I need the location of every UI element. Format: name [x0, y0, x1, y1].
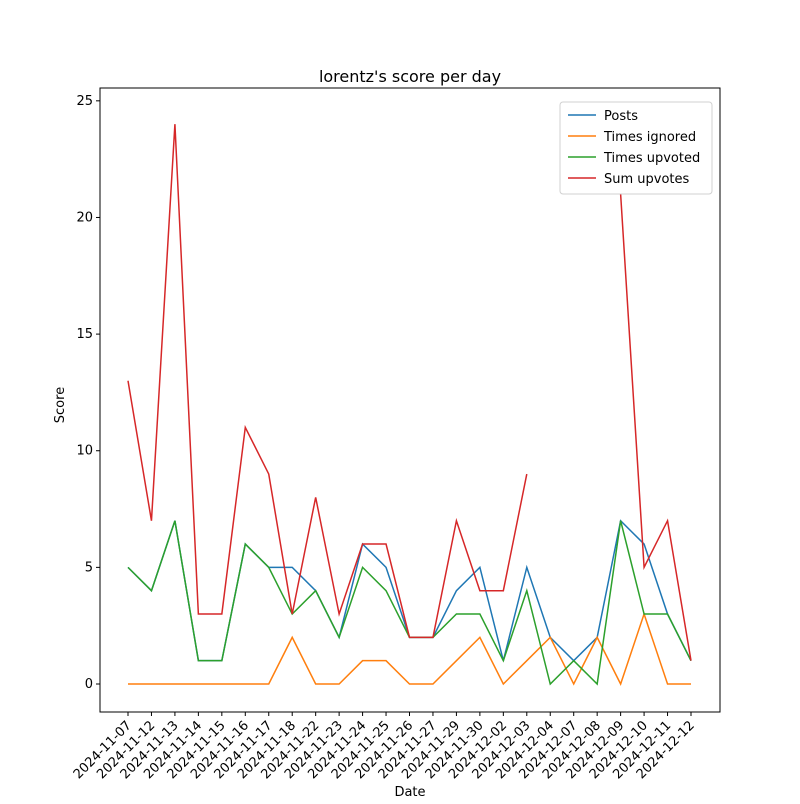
series-line	[127, 519, 692, 662]
x-axis-label: Date	[394, 785, 425, 800]
y-tick-label: 0	[85, 677, 93, 692]
series-line	[127, 124, 692, 661]
y-tick-label: 5	[85, 560, 93, 575]
y-tick-label: 20	[76, 210, 93, 225]
legend-label: Times upvoted	[603, 151, 700, 166]
legend-label: Sum upvotes	[604, 172, 690, 187]
chart-title: lorentz's score per day	[319, 67, 501, 86]
series-line	[128, 611, 691, 686]
y-tick-label: 10	[76, 444, 93, 459]
y-axis-label: Score	[53, 387, 68, 423]
legend-box	[559, 101, 713, 195]
legend-label: Posts	[604, 109, 638, 124]
y-tick-label: 15	[76, 327, 93, 342]
legend-label: Times ignored	[603, 130, 696, 145]
y-tick-label: 25	[76, 94, 93, 109]
series-line	[127, 520, 692, 686]
